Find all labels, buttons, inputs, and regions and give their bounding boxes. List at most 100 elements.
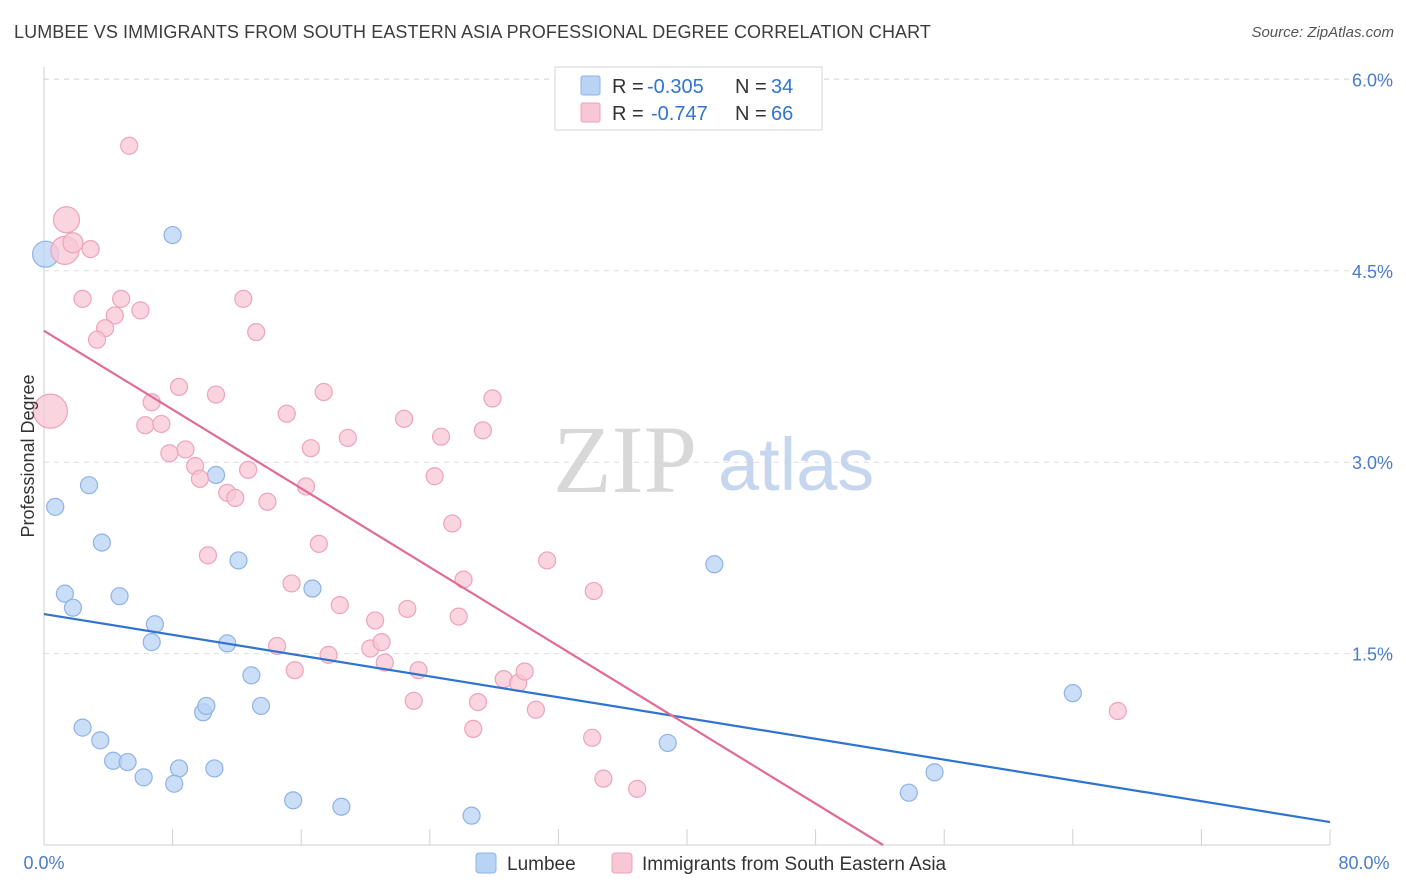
x-tick-label: 80.0% xyxy=(1338,853,1389,873)
immigrant-point xyxy=(105,306,124,325)
lumbee-point xyxy=(169,759,189,778)
immigrant-point xyxy=(468,692,488,712)
immigrant-point xyxy=(404,691,423,710)
immigrant-point xyxy=(628,779,647,798)
y-tick-label: 1.5% xyxy=(1352,645,1393,665)
immigrant-point xyxy=(131,301,150,320)
lumbee-point xyxy=(163,225,182,245)
immigrant-point xyxy=(152,414,171,434)
y-tick-label: 6.0% xyxy=(1352,70,1393,90)
immigrant-point xyxy=(206,385,226,404)
immigrant-point xyxy=(87,330,107,349)
immigrant-point xyxy=(449,607,468,626)
immigrant-point xyxy=(234,289,253,308)
immigrant-point xyxy=(366,611,385,630)
lumbee-point xyxy=(284,791,303,810)
lumbee-point xyxy=(303,579,322,598)
stats-n-value: 34 xyxy=(771,76,793,98)
immigrant-point xyxy=(394,409,414,428)
immigrant-point xyxy=(375,653,394,672)
immigrant-point xyxy=(515,662,534,681)
stats-swatch-lumbee xyxy=(580,75,601,96)
immigrant-point xyxy=(81,240,100,259)
immigrant-point xyxy=(526,700,545,719)
trend-lines xyxy=(43,329,1331,846)
immigrant-point xyxy=(594,769,613,788)
immigrant-point xyxy=(338,428,357,448)
lumbee-point xyxy=(165,774,184,793)
immigrant-point xyxy=(176,440,195,459)
immigrant-point xyxy=(73,289,92,308)
immigrant-point xyxy=(473,421,492,440)
stats-n-value: 66 xyxy=(771,103,793,125)
immigrant-point xyxy=(301,439,320,458)
stats-r-label: R = xyxy=(612,76,644,98)
immigrant-point xyxy=(282,574,301,593)
immigrant-point xyxy=(285,661,304,680)
stats-swatch-immigrants xyxy=(580,102,601,123)
lumbee-point xyxy=(658,733,677,753)
lumbee-point xyxy=(206,465,226,485)
lumbee-point xyxy=(142,633,161,652)
legend-swatch-lumbee xyxy=(475,852,497,874)
watermark-atlas: atlas xyxy=(718,423,874,506)
lumbee-point xyxy=(92,533,111,552)
immigrant-point xyxy=(169,377,189,397)
lumbee-point xyxy=(229,551,248,570)
legend-swatch-immigrants xyxy=(611,852,633,874)
immigrant-point xyxy=(258,492,277,511)
lumbee-point xyxy=(251,696,271,716)
source-label: Source: ZipAtlas.com xyxy=(1251,24,1394,41)
lumbee-point xyxy=(110,587,129,606)
lumbee-point xyxy=(79,476,99,495)
watermark-zip: ZIP xyxy=(553,406,697,513)
lumbee-point xyxy=(462,806,481,825)
lumbee-point xyxy=(205,759,224,778)
legend-label-immigrants: Immigrants from South Eastern Asia xyxy=(642,854,947,875)
lumbee-point xyxy=(73,718,92,737)
lumbee-point xyxy=(705,555,724,574)
stats-r-label: R = xyxy=(612,103,644,125)
immigrant-point xyxy=(120,136,139,155)
immigrant-point xyxy=(398,599,417,619)
immigrant-point xyxy=(277,404,296,423)
y-axis-title: Professional Degree xyxy=(18,374,38,537)
chart-title: LUMBEE VS IMMIGRANTS FROM SOUTH EASTERN … xyxy=(14,22,932,42)
lumbee-point xyxy=(46,497,65,516)
lumbee-point xyxy=(1063,684,1082,703)
immigrant-point xyxy=(483,389,502,408)
lumbee-point xyxy=(242,666,261,685)
immigrant-point xyxy=(136,416,155,435)
immigrant-point xyxy=(309,534,328,553)
immigrant-point xyxy=(112,289,131,308)
y-tick-label: 3.0% xyxy=(1352,453,1393,473)
immigrant-point xyxy=(431,427,451,446)
stats-n-label: N = xyxy=(735,76,767,98)
data-points xyxy=(32,136,1127,825)
immigrant-point xyxy=(52,206,81,234)
immigrant-point xyxy=(538,551,557,570)
immigrant-point xyxy=(454,570,473,589)
lumbee-point xyxy=(925,763,944,782)
immigrant-point xyxy=(425,467,444,486)
immigrant-point xyxy=(443,514,462,533)
lumbee-point xyxy=(134,768,153,787)
immigrant-point xyxy=(239,460,258,479)
lumbee-point xyxy=(197,696,216,716)
immigrant-point xyxy=(1108,701,1127,721)
stats-n-label: N = xyxy=(735,103,767,125)
lumbee-point xyxy=(55,584,74,603)
immigrant-point xyxy=(464,719,483,738)
lumbee-point xyxy=(332,797,351,816)
legend: Lumbee Immigrants from South Eastern Asi… xyxy=(475,852,947,875)
y-tick-label: 4.5% xyxy=(1352,262,1393,282)
lumbee-point xyxy=(118,752,137,772)
lumbee-point xyxy=(63,598,83,617)
stats-r-value: -0.305 xyxy=(647,76,704,98)
legend-label-lumbee: Lumbee xyxy=(507,854,576,875)
immigrant-point xyxy=(32,393,69,429)
axes: 1.5% 3.0% 4.5% 6.0% 0.0% 80.0% xyxy=(23,67,1393,873)
lumbee-trend-line xyxy=(43,612,1331,824)
immigrant-point xyxy=(198,546,218,565)
immigrant-point xyxy=(314,382,333,402)
